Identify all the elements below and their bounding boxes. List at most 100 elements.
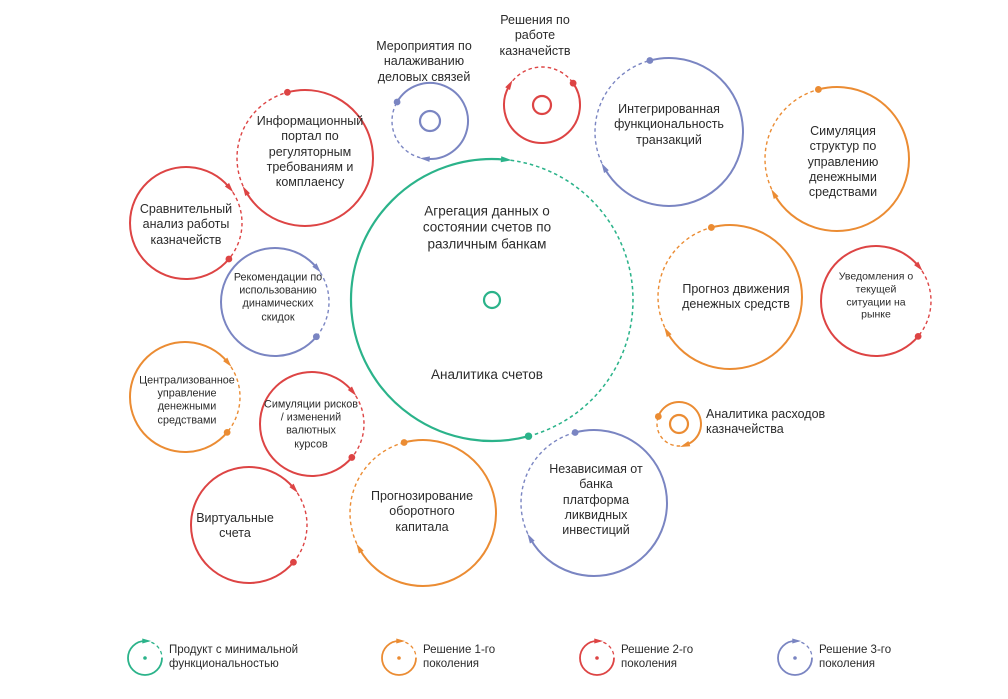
legend-label-line: Решение 3-го [819, 644, 892, 657]
label-centralized-line: средствами [157, 414, 217, 427]
circle-cash-forecast [657, 224, 804, 370]
label-treasury-solutions-line: казначейств [499, 43, 571, 58]
label-liquidity-platform-line: Независимая от [549, 461, 643, 476]
circle-centralized-solid-arc [128, 341, 228, 453]
circle-aggregation-arrow [500, 156, 512, 163]
circle-simulation-structures [764, 86, 911, 232]
legend-orange-center-dot [397, 656, 401, 660]
circle-market-alerts-arrow [914, 261, 923, 271]
legend-item-red [579, 638, 615, 676]
label-liquidity-platform: Независимая от банка платформа ликвидных инв… [549, 462, 642, 538]
legend-blue-solid-arc [777, 640, 813, 676]
label-risk-simulation-line: Симуляции рисков [264, 398, 358, 411]
legend-green-center-dot [143, 656, 147, 660]
label-risk-simulation: Симуляции рисков / изменений валютных курсо… [264, 399, 358, 452]
label-treasury-solutions-line: Решения по [500, 13, 570, 28]
circle-market-alerts-start-dot [914, 332, 922, 340]
circle-cash-forecast-dashed-arc [657, 226, 712, 334]
label-aggregation-line: Агрегация данных о [424, 203, 550, 219]
circle-comparative-dashed-arc [228, 186, 243, 260]
label-virtual-accounts-line: счета [219, 526, 251, 540]
circle-comparative-start-dot [225, 255, 233, 263]
label-expense-analytics-line: Аналитика расходов [706, 406, 826, 421]
label-liquidity-platform-line: платформа [562, 492, 630, 507]
circle-info-portal-arrow [242, 186, 251, 196]
label-market-alerts-line: ситуации на [846, 296, 906, 308]
label-info-portal-line: регуляторным [268, 144, 352, 159]
label-liquidity-platform-line: ликвидных [564, 507, 628, 522]
circle-working-capital [349, 439, 497, 587]
label-risk-simulation-line: курсов [294, 438, 328, 451]
circle-virtual-accounts-arrow [289, 483, 298, 493]
circle-market-alerts-solid-arc [819, 245, 919, 357]
label-recommendations-line: скидок [261, 311, 295, 324]
circle-market-alerts-dashed-arc [917, 265, 932, 337]
circle-events-start-dot [393, 98, 401, 106]
circle-recommendations-start-dot [312, 333, 320, 341]
circle-virtual-accounts-dashed-arc [292, 487, 308, 563]
circle-treasury-solutions [503, 66, 581, 144]
label-info-portal: Информационный портал по регуляторным требо… [257, 114, 364, 190]
circle-integrated [594, 57, 744, 207]
label-risk-simulation-line: валютных [286, 425, 336, 437]
circle-integrated-dashed-arc [594, 59, 651, 170]
label-events-line: деловых связей [377, 69, 471, 84]
circle-treasury-solutions-arrow [505, 80, 513, 90]
circle-liquidity-platform-start-dot [571, 429, 579, 436]
circle-virtual-accounts [190, 466, 308, 584]
legend-red-center-dot [595, 656, 599, 660]
circle-events [391, 82, 469, 162]
label-info-portal-line: комплаенсу [275, 174, 345, 189]
circle-liquidity-platform-solid-arc [529, 429, 668, 577]
circle-centralized [128, 341, 241, 453]
label-simulation-structures-line: денежными [809, 169, 877, 184]
label-events-line: Мероприятия по [376, 39, 472, 54]
circle-comparative-arrow [224, 182, 234, 193]
label-simulation-structures-line: управлению [807, 154, 879, 169]
label-working-capital-line: оборотного [389, 504, 455, 519]
circle-simulation-structures-arrow [771, 189, 779, 199]
label-aggregation-line: различным банкам [427, 236, 547, 252]
legend-label-blue: Решение 3-го поколения [819, 644, 891, 672]
label-recommendations-line: Рекомендации по [233, 271, 323, 284]
label-comparative-line: Сравнительный [139, 202, 233, 217]
circle-info-portal [236, 88, 374, 227]
circle-aggregation-solid-arc [349, 157, 529, 443]
legend-green-dashed-arc [144, 640, 163, 659]
circle-simulation-structures-solid-arc [773, 86, 911, 232]
circle-expense-analytics-center-ring [668, 413, 690, 435]
legend-label-line: поколения [423, 658, 480, 670]
legend-label-green: Продукт с минимальной функциональностью [169, 644, 298, 672]
label-expense-analytics: Аналитика расходов казначейства [706, 407, 825, 438]
label-centralized-line: управление [157, 387, 217, 400]
circle-info-portal-dashed-arc [236, 91, 288, 193]
legend-red-solid-arc [579, 640, 615, 676]
label-recommendations: Рекомендации по использованию динамических… [234, 272, 322, 325]
legend-orange-dashed-arc [398, 640, 417, 659]
legend-blue-dashed-arc [794, 640, 813, 659]
circle-liquidity-platform [520, 429, 668, 577]
circle-working-capital-dashed-arc [349, 441, 405, 550]
circle-events-center-ring [418, 109, 442, 133]
circle-centralized-start-dot [223, 428, 231, 436]
label-integrated: Интегрированная функциональность транзакци… [614, 102, 724, 148]
legend-label-orange: Решение 1-го поколения [423, 644, 495, 672]
label-aggregation-sub: Аналитика счетов [431, 366, 543, 382]
legend-red-arrow [594, 638, 604, 644]
label-expense-analytics-line: казначейства [706, 422, 784, 436]
label-simulation-structures-line: Симуляция [810, 123, 876, 138]
label-risk-simulation-line: / изменений [280, 411, 342, 424]
circle-treasury-solutions-dashed-arc [508, 66, 574, 87]
label-recommendations-line: использованию [239, 284, 317, 297]
circle-treasury-solutions-start-dot [569, 79, 577, 87]
circle-centralized-dashed-arc [226, 361, 241, 433]
legend-label-line: поколения [819, 658, 876, 670]
label-comparative: Сравнительный анализ работы казначейств [140, 202, 232, 248]
circle-recommendations [220, 247, 330, 357]
circle-working-capital-solid-arc [358, 439, 497, 587]
label-market-alerts-line: рынке [861, 308, 891, 321]
circle-working-capital-start-dot [400, 439, 408, 446]
legend-label-line: Решение 1-го [423, 644, 496, 657]
circle-liquidity-platform-arrow [527, 533, 535, 544]
